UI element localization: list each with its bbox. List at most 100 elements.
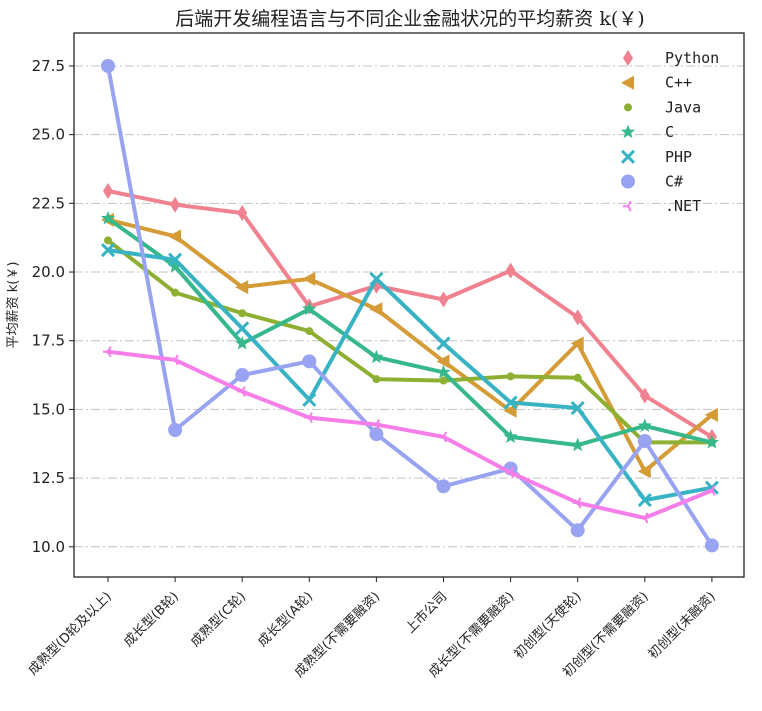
series-php bbox=[100, 242, 719, 508]
data-point bbox=[235, 368, 250, 383]
data-point bbox=[704, 407, 718, 422]
series-line bbox=[106, 64, 714, 548]
x-tick-label: 初创型(未融资) bbox=[646, 589, 719, 662]
data-point bbox=[168, 423, 183, 438]
data-point bbox=[237, 386, 246, 398]
data-point bbox=[304, 412, 313, 424]
series-c bbox=[101, 58, 719, 553]
series-line bbox=[106, 349, 714, 520]
series-line bbox=[106, 216, 714, 448]
legend-item: C++ bbox=[621, 74, 692, 92]
data-point bbox=[369, 427, 384, 442]
data-point bbox=[101, 58, 115, 73]
y-tick-label: 10.0 bbox=[32, 538, 65, 556]
data-point bbox=[506, 372, 515, 381]
data-point bbox=[637, 464, 651, 479]
data-point bbox=[235, 280, 249, 295]
y-tick-label: 12.5 bbox=[32, 469, 65, 487]
data-point bbox=[570, 523, 585, 538]
data-point bbox=[572, 309, 583, 326]
legend-marker bbox=[621, 75, 634, 90]
data-point bbox=[639, 387, 650, 404]
y-tick-label: 17.5 bbox=[32, 332, 65, 350]
x-tick-label: 初创型(天使轮) bbox=[511, 589, 585, 663]
legend-item: Java bbox=[624, 98, 701, 116]
data-point bbox=[171, 288, 180, 297]
data-point bbox=[170, 354, 179, 366]
x-tick-label: 成熟型(D轮及以上) bbox=[25, 589, 115, 679]
data-point bbox=[372, 375, 381, 384]
series-net bbox=[103, 346, 716, 524]
x-tick-label: 成长型(A轮) bbox=[255, 589, 316, 650]
data-point bbox=[369, 302, 383, 317]
chart-title: 后端开发编程语言与不同企业金融状况的平均薪资 k(￥) bbox=[175, 8, 644, 30]
data-point bbox=[238, 309, 247, 318]
data-point bbox=[100, 210, 116, 225]
data-point bbox=[302, 301, 317, 316]
data-point bbox=[436, 479, 451, 494]
data-point bbox=[572, 497, 582, 509]
data-point bbox=[505, 262, 516, 279]
data-point bbox=[103, 182, 113, 199]
legend-label: .NET bbox=[665, 197, 701, 215]
data-point bbox=[639, 512, 649, 524]
data-point bbox=[369, 349, 384, 364]
data-point bbox=[302, 271, 316, 286]
y-axis-label: 平均薪资 k(￥) bbox=[6, 262, 21, 349]
data-point bbox=[170, 196, 181, 213]
data-point bbox=[235, 335, 250, 350]
y-tick-label: 25.0 bbox=[32, 126, 65, 144]
legend-marker bbox=[620, 124, 636, 139]
series-c bbox=[101, 212, 718, 479]
plot-frame bbox=[73, 32, 745, 578]
y-tick-label: 20.0 bbox=[32, 263, 65, 281]
legend-marker bbox=[624, 103, 632, 112]
legend-marker bbox=[620, 149, 636, 164]
legend-label: PHP bbox=[665, 148, 692, 166]
y-tick-label: 15.0 bbox=[32, 400, 65, 418]
data-point bbox=[237, 204, 248, 221]
data-point bbox=[305, 327, 314, 336]
data-point bbox=[570, 400, 585, 416]
legend-item: PHP bbox=[620, 148, 692, 166]
legend: Python C++ Java C PHP C# .NET bbox=[620, 49, 719, 215]
legend-label: C++ bbox=[665, 74, 692, 92]
data-point bbox=[167, 259, 183, 273]
data-point bbox=[436, 336, 451, 351]
legend-item: C# bbox=[621, 173, 683, 191]
legend-item: Python bbox=[623, 49, 719, 67]
series-line bbox=[106, 189, 714, 439]
data-point bbox=[436, 354, 450, 369]
y-axis: 10.0 12.5 15.0 17.5 20.0 22.5 25.0 27.5 bbox=[32, 57, 74, 556]
data-point bbox=[302, 392, 317, 407]
x-tick-label: 上市公司 bbox=[402, 589, 450, 637]
data-point bbox=[235, 321, 250, 336]
data-point bbox=[436, 364, 451, 379]
data-point bbox=[637, 434, 652, 448]
data-point bbox=[439, 376, 448, 385]
data-point bbox=[573, 373, 582, 382]
legend-label: C# bbox=[665, 173, 683, 191]
y-tick-label: 27.5 bbox=[32, 57, 65, 75]
data-point bbox=[438, 291, 449, 308]
data-point bbox=[503, 429, 518, 443]
legend-marker bbox=[623, 50, 633, 66]
legend-item: .NET bbox=[623, 197, 701, 215]
data-point bbox=[302, 354, 317, 369]
data-point bbox=[168, 252, 183, 267]
data-point bbox=[503, 395, 518, 410]
x-tick-label: 成长型(B轮) bbox=[121, 589, 182, 650]
data-point bbox=[570, 336, 584, 351]
data-point bbox=[104, 236, 112, 245]
x-axis: 成熟型(D轮及以上) 成长型(B轮) 成熟型(C轮) 成长型(A轮)成熟型(不需要融资… bbox=[25, 577, 719, 681]
data-point bbox=[369, 271, 384, 286]
grid bbox=[74, 65, 744, 548]
legend-label: Java bbox=[665, 98, 701, 116]
y-tick-label: 22.5 bbox=[32, 194, 65, 212]
data-point bbox=[100, 242, 116, 258]
data-point bbox=[704, 434, 720, 449]
series-line bbox=[106, 248, 714, 503]
series-layer bbox=[100, 58, 720, 553]
x-tick-label: 成熟型(C轮) bbox=[187, 589, 249, 651]
